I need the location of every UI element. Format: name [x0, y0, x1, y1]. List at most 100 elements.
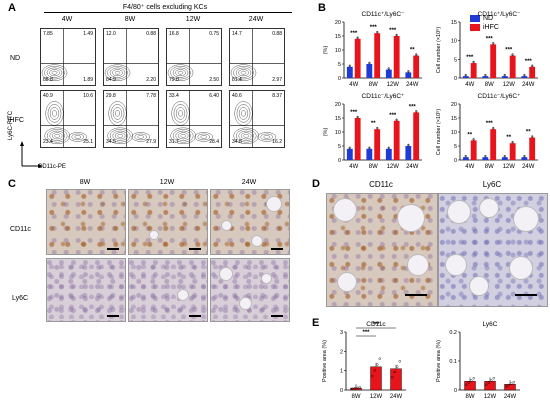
y-tick-label: 20	[335, 20, 341, 26]
x-tick-label: 12W	[503, 82, 516, 88]
bar-nd	[366, 64, 373, 78]
data-point	[414, 110, 418, 113]
y-tick-label: 5	[454, 57, 457, 63]
bar-nd	[462, 76, 469, 78]
x-tick-label: 4W	[349, 82, 358, 88]
quadrant-value: 2.20	[146, 77, 156, 83]
data-point	[395, 33, 398, 37]
chart-title: Ly6C	[483, 321, 498, 328]
data-point	[492, 377, 495, 380]
y-tick-label: 0	[338, 76, 341, 82]
y-axis-label: Cell number (×10⁵)	[435, 27, 442, 74]
data-point	[348, 146, 352, 150]
x-tick-label: 24W	[522, 164, 535, 170]
chart-title: CD11c⁺/Ly6C⁻	[362, 11, 406, 18]
bar-ihfc	[354, 118, 361, 160]
significance-mark: ***	[525, 59, 533, 65]
x-tick-label: 4W	[349, 164, 358, 170]
quadrant-value: 2.50	[209, 77, 219, 83]
bar-nd	[501, 76, 508, 78]
quadrant-value: 6.40	[209, 93, 219, 99]
data-point	[512, 380, 515, 384]
y-tick-label: 20	[451, 102, 457, 108]
micro-row-ly6c: Ly6C	[12, 295, 29, 302]
bar-nd	[346, 66, 353, 78]
bar-ihfc	[529, 66, 536, 78]
legend: ND iHFC	[470, 14, 540, 32]
x-tick-label: 24W	[390, 394, 403, 400]
significance-mark: ***	[372, 322, 380, 328]
data-point	[472, 60, 475, 64]
x-tick-label: 24W	[406, 82, 419, 88]
quadrant-value: 0.88	[272, 31, 282, 37]
y-tick-label: 0	[454, 76, 457, 82]
bar	[390, 368, 402, 391]
data-point	[398, 360, 401, 363]
y-tick-label: 15	[335, 116, 341, 122]
x-tick-label: 8W	[485, 82, 494, 88]
data-point	[387, 146, 391, 150]
y-tick-label: 0	[340, 388, 343, 394]
data-point	[490, 379, 493, 382]
data-point	[407, 70, 410, 73]
flow-plot-ihfc-4w: 40.9 10.6 23.4 25.1	[40, 90, 96, 148]
panel-label-d: D	[312, 178, 320, 190]
data-point	[375, 126, 379, 130]
data-point	[530, 64, 534, 68]
y-tick-label: 0	[454, 158, 457, 164]
flow-plot-ihfc-24w: 40.6 8.37 34.8 16.2	[229, 90, 285, 148]
y-tick-label: 15	[451, 20, 457, 26]
quadrant-value: 7.78	[146, 93, 156, 99]
flow-plot-nd-12w: 16.8 0.75 79.8 2.50	[166, 28, 222, 86]
data-point	[358, 386, 361, 389]
quadrant-value: 12.0	[106, 31, 116, 37]
data-point	[511, 140, 514, 144]
panel-label-c: C	[8, 178, 16, 190]
bar-nd	[346, 148, 353, 160]
data-point	[470, 379, 473, 382]
y-tick-label: 1	[340, 369, 343, 375]
y-tick-label: 20	[335, 102, 341, 108]
quadrant-value: 25.1	[83, 139, 93, 145]
micrograph-cd11c-8w	[46, 189, 126, 255]
y-tick-label: 10	[451, 39, 457, 45]
data-point	[511, 53, 514, 56]
bar-ihfc	[374, 33, 381, 78]
x-tick-label: 8W	[369, 82, 378, 88]
y-tick-label: 0	[338, 158, 341, 164]
bar-ihfc	[490, 44, 497, 78]
y-tick-label: 15	[335, 34, 341, 40]
title-underline	[44, 12, 292, 13]
quadrant-value: 16.2	[272, 139, 282, 145]
legend-swatch-ihfc	[470, 24, 480, 31]
micrograph-d-ly6c	[438, 193, 548, 307]
data-point	[373, 369, 376, 372]
data-point	[484, 73, 487, 77]
data-point	[464, 154, 468, 158]
data-point	[356, 386, 359, 390]
micrograph-ly6c-8w	[46, 258, 126, 322]
flow-title: F4/80⁺ cells excluding KCs	[122, 4, 208, 11]
legend-label-ihfc: iHFC	[483, 24, 499, 31]
quadrant-value: 0.88	[146, 31, 156, 37]
micro-col-8w: 8W	[79, 179, 91, 186]
quadrant-value: 1.49	[83, 31, 93, 37]
bar-nd	[521, 76, 528, 78]
bar-nd	[501, 157, 508, 160]
micrograph-ly6c-12w	[128, 258, 208, 322]
significance-mark: **	[410, 48, 415, 54]
data-point	[510, 382, 513, 385]
data-point	[464, 73, 468, 77]
y-axis-label: (%)	[323, 128, 329, 137]
row-label-nd: ND	[10, 55, 21, 62]
significance-mark: ***	[505, 48, 513, 54]
quadrant-value: 34.5	[106, 139, 116, 145]
chart-title: CD11c⁻/Ly6C⁺	[478, 93, 522, 100]
significance-mark: ***	[486, 36, 494, 42]
significance-mark: ***	[486, 121, 494, 127]
bar-ihfc	[393, 120, 400, 160]
x-tick-label: 8W	[352, 394, 361, 400]
micro-d-label-cd11c: CD11c	[369, 180, 393, 189]
data-point	[467, 381, 470, 384]
significance-mark: ***	[466, 55, 474, 61]
